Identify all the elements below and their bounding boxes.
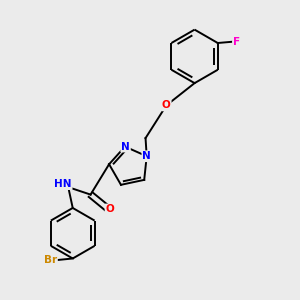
Text: N: N (121, 142, 130, 152)
Text: F: F (233, 37, 240, 46)
Text: O: O (106, 204, 114, 214)
Text: HN: HN (54, 179, 72, 189)
Text: O: O (162, 100, 171, 110)
Text: N: N (142, 151, 151, 161)
Text: Br: Br (44, 255, 57, 265)
